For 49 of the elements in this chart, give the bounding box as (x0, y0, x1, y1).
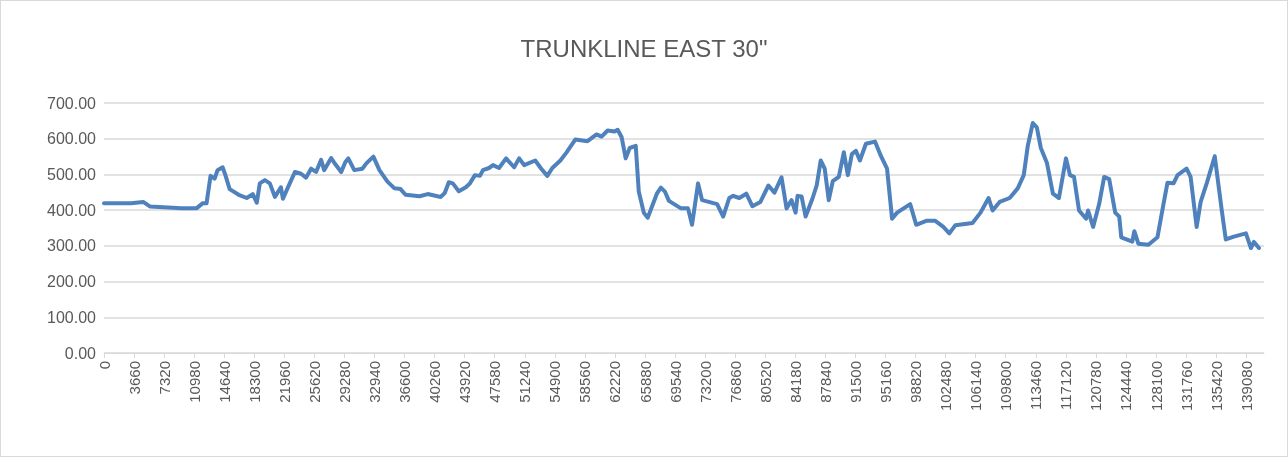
y-tick-label: 200.00 (47, 273, 97, 291)
x-tick-label: 51240 (516, 361, 534, 403)
x-tick-label: 106140 (967, 361, 985, 412)
x-tick-label: 18300 (245, 361, 263, 403)
x-tick-label: 120780 (1087, 361, 1105, 412)
x-tick-label: 65880 (636, 361, 654, 403)
x-tick-label: 29280 (335, 361, 353, 403)
x-tick-label: 113460 (1027, 361, 1045, 410)
x-tick-label: 7320 (155, 361, 173, 395)
x-tick-label: 32940 (366, 361, 384, 403)
x-tick-label: 25620 (305, 361, 323, 403)
x-tick-label: 10980 (185, 361, 203, 403)
x-tick-label: 3660 (125, 361, 143, 395)
x-tick-label: 36600 (396, 361, 414, 403)
y-tick-label: 100.00 (47, 308, 97, 326)
x-tick-label: 14640 (215, 361, 233, 403)
x-tick-label: 21960 (275, 361, 293, 403)
x-tick-label: 69540 (666, 361, 684, 403)
x-tick-label: 84180 (786, 361, 804, 403)
x-tick-label: 40260 (426, 361, 444, 403)
x-tick-label: 128100 (1147, 361, 1165, 412)
y-tick-label: 400.00 (47, 201, 97, 219)
y-tick-label: 500.00 (47, 165, 97, 183)
x-tick-label: 43920 (456, 361, 474, 403)
line-series (102, 121, 1261, 250)
x-tick-label: 131760 (1177, 361, 1195, 412)
x-tick-label: 87840 (816, 361, 834, 403)
y-tick-label: 0.00 (64, 344, 97, 362)
x-tick-label: 102480 (937, 361, 955, 412)
x-tick-label: 54900 (546, 361, 564, 403)
y-tick-label: 700.00 (47, 94, 97, 112)
x-tick-label: 0 (95, 361, 113, 370)
x-tick-label: 95160 (876, 361, 894, 403)
x-tick-label: 135420 (1207, 361, 1225, 412)
x-tick-label: 109800 (997, 361, 1015, 412)
x-tick-label: 73200 (696, 361, 714, 403)
x-tick-label: 91500 (846, 361, 864, 403)
x-tick-label: 76860 (726, 361, 744, 403)
x-tick-label: 80520 (756, 361, 774, 403)
x-tick-label: 139080 (1237, 361, 1255, 412)
x-tick-label: 47580 (486, 361, 504, 403)
x-tick-label: 62220 (606, 361, 624, 403)
chart-title: TRUNKLINE EAST 30" (520, 34, 768, 62)
y-tick-label: 300.00 (47, 237, 97, 255)
y-tick-label: 600.00 (47, 130, 97, 148)
x-tick-label: 117120 (1057, 361, 1075, 410)
x-tick-label: 98820 (907, 361, 925, 403)
x-tick-label: 124440 (1117, 361, 1135, 412)
x-tick-label: 58560 (576, 361, 594, 403)
